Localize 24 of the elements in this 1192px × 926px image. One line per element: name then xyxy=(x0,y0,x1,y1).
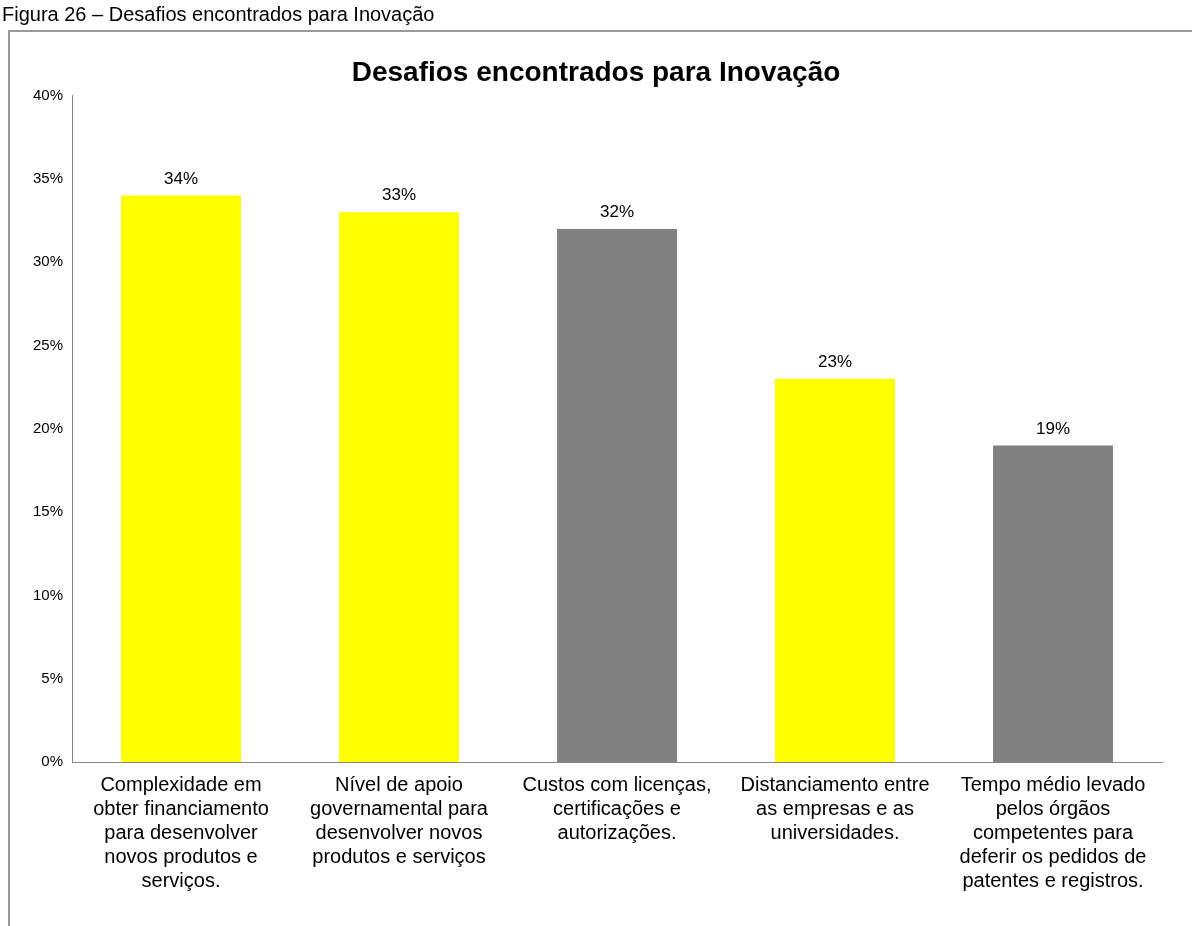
y-tick-label: 40% xyxy=(32,85,64,103)
x-tick-label: Tempo médio levado pelos órgãos competentes para deferir os pedidos de patentes e registros. xyxy=(959,772,1147,891)
data-label: 33% xyxy=(382,185,417,205)
bar xyxy=(775,378,895,762)
data-label: 34% xyxy=(164,168,199,188)
x-tick-label: Custos com licenças, certificações e autorizações. xyxy=(522,772,712,843)
bar xyxy=(339,212,459,762)
y-tick-label: 35% xyxy=(32,169,64,187)
data-label: 23% xyxy=(817,352,853,372)
x-tick-label: Distanciamento entre as empresas e as universidades. xyxy=(740,772,930,843)
data-label: 32% xyxy=(600,202,635,222)
x-tick-label: Complexidade em obter financiamento para desenvolver novos produtos e serviços. xyxy=(93,772,269,891)
chart-title: Desafios encontrados para Inovação xyxy=(351,55,841,87)
y-tick-label: 30% xyxy=(32,252,64,270)
text: Figura 26 – Desafios encontrados para Inovação xyxy=(2,2,435,26)
data-label: 19% xyxy=(1035,418,1071,438)
y-tick-label: 0% xyxy=(41,752,64,770)
y-tick-label: 5% xyxy=(41,668,64,686)
y-tick-label: 15% xyxy=(32,502,64,520)
y-tick-label: 20% xyxy=(32,418,64,436)
y-tick-label: 25% xyxy=(32,335,64,353)
bar xyxy=(121,195,241,762)
x-tick-label: Nível de apoio governamental para desenvolver novos produtos e serviços xyxy=(310,772,489,867)
y-tick-label: 10% xyxy=(32,585,64,603)
